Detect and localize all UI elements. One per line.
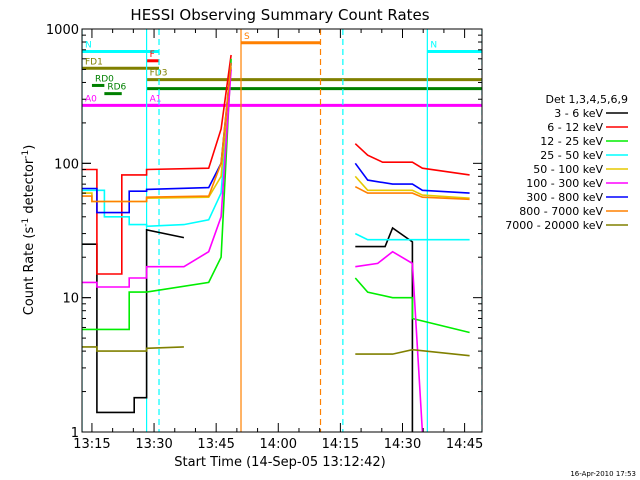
flag-label: S <box>244 32 250 42</box>
series-line-2 <box>354 277 470 334</box>
series-line-4 <box>354 175 470 199</box>
series-line-1 <box>354 143 470 176</box>
legend-entry: 25 - 50 keV <box>540 149 603 162</box>
x-tick-label: 14:00 <box>260 437 297 452</box>
series-line-6 <box>82 62 232 214</box>
series-line-6 <box>354 162 470 194</box>
y-axis-label: Count Rate (s-1 detector-1) <box>21 145 37 316</box>
flag-lines: NNFFD1FD3RD0RD6A0A1S <box>82 32 482 107</box>
flag-label: N <box>430 40 437 50</box>
x-axis: 13:15 13:30 13:45 14:00 14:15 14:30 14:45 <box>73 29 483 452</box>
flag-label: RD0 <box>95 74 114 84</box>
legend-entry: 50 - 100 keV <box>533 163 603 176</box>
x-tick-label: 14:15 <box>322 437 359 452</box>
series-line-7 <box>354 185 470 201</box>
x-tick-label: 14:45 <box>446 437 483 452</box>
flag-label: F <box>150 50 155 60</box>
y-axis: 1 10 100 1000 <box>46 23 482 441</box>
series-line-2 <box>82 58 232 331</box>
legend-entry: 7000 - 20000 keV <box>505 219 603 232</box>
legend-entry: 300 - 800 keV <box>526 191 603 204</box>
legend-entry: 12 - 25 keV <box>540 135 603 148</box>
legend-entry: 3 - 6 keV <box>554 107 603 120</box>
series-line-3 <box>82 62 232 228</box>
x-tick-label: 13:30 <box>135 437 172 452</box>
series-line-1 <box>82 54 232 275</box>
y-tick-label: 10 <box>62 292 79 307</box>
series-line-3 <box>354 232 470 241</box>
series-line-5 <box>355 250 424 432</box>
legend-entry: 6 - 12 keV <box>547 121 603 134</box>
series-line-7 <box>82 62 232 203</box>
legend-entry: 100 - 300 keV <box>526 177 603 190</box>
flag-label: RD6 <box>107 83 126 93</box>
timestamp-footer: 16-Apr-2010 17:53 <box>570 470 636 478</box>
x-tick-label: 14:30 <box>384 437 421 452</box>
x-tick-label: 13:45 <box>197 437 234 452</box>
flag-label: A0 <box>85 94 97 104</box>
series-lines <box>82 54 470 432</box>
flag-label: FD1 <box>85 57 103 67</box>
y-tick-label: 100 <box>54 157 79 172</box>
x-tick-label: 13:15 <box>73 437 110 452</box>
legend-entry: 800 - 7000 keV <box>519 205 603 218</box>
series-line-5 <box>82 69 232 288</box>
plot-frame <box>81 28 483 433</box>
series-line-8 <box>355 348 470 357</box>
flag-label: A1 <box>150 94 162 104</box>
series-line-8 <box>82 346 184 352</box>
legend-title: Det 1,3,4,5,6,9 <box>545 93 628 106</box>
y-tick-label: 1000 <box>46 23 79 38</box>
flag-label: N <box>85 40 92 50</box>
x-axis-label: Start Time (14-Sep-05 13:12:42) <box>174 455 385 470</box>
chart-title: HESSI Observing Summary Count Rates <box>130 6 429 24</box>
y-tick-label: 1 <box>71 426 79 441</box>
